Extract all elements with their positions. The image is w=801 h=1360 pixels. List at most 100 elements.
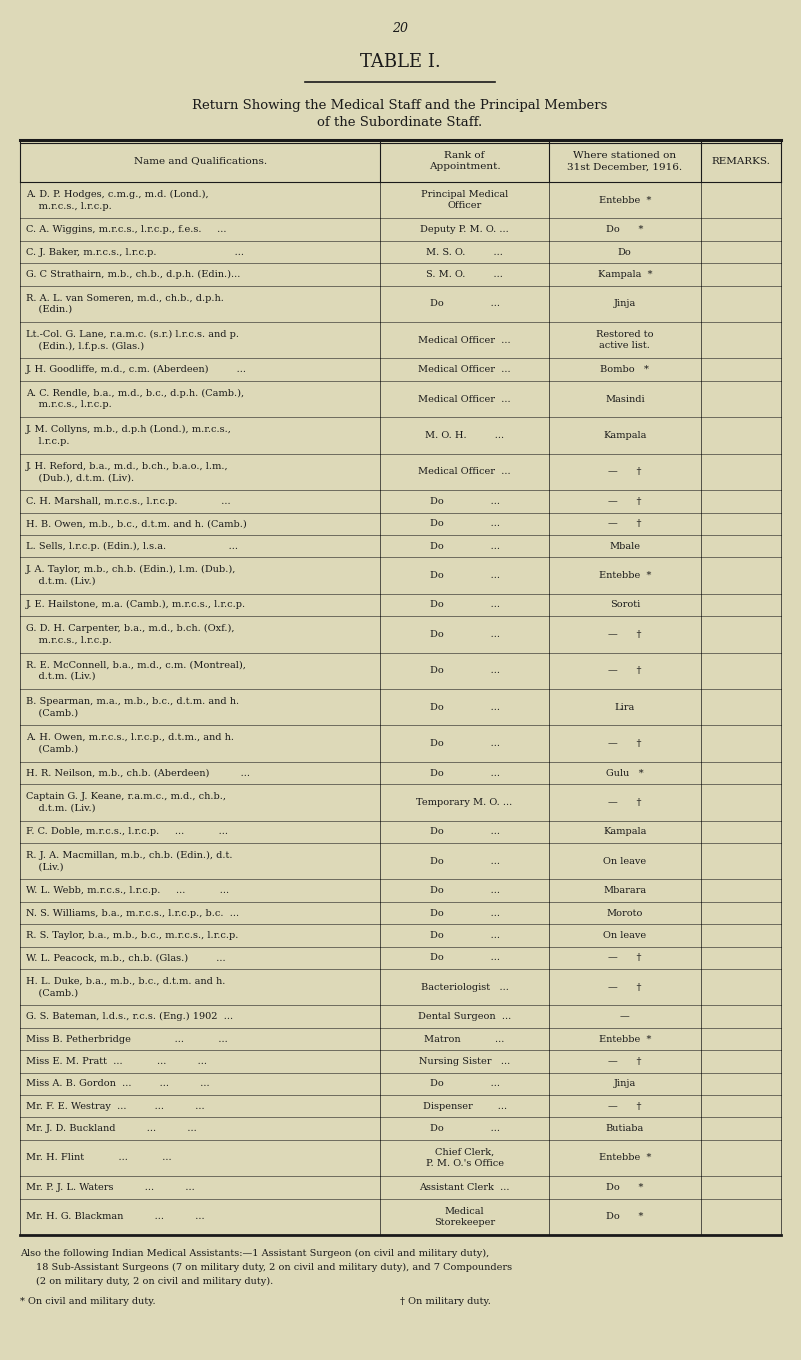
Text: Soroti: Soroti <box>610 600 640 609</box>
Text: J. H. Reford, b.a., m.d., b.ch., b.a.o., l.m.,
    (Dub.), d.t.m. (Liv).: J. H. Reford, b.a., m.d., b.ch., b.a.o.,… <box>26 461 228 483</box>
Text: Do               ...: Do ... <box>429 768 500 778</box>
Text: R. S. Taylor, b.a., m.b., b.c., m.r.c.s., l.r.c.p.: R. S. Taylor, b.a., m.b., b.c., m.r.c.s.… <box>26 932 239 940</box>
Text: —      †: — † <box>608 738 642 748</box>
Text: Nursing Sister   ...: Nursing Sister ... <box>419 1057 510 1066</box>
Text: M. O. H.         ...: M. O. H. ... <box>425 431 504 441</box>
Text: Do               ...: Do ... <box>429 666 500 676</box>
Text: —: — <box>620 1012 630 1021</box>
Text: Do               ...: Do ... <box>429 496 500 506</box>
Text: Entebbe  *: Entebbe * <box>598 1153 651 1163</box>
Text: —      †: — † <box>608 496 642 506</box>
Text: —      †: — † <box>608 798 642 806</box>
Text: Do               ...: Do ... <box>429 571 500 579</box>
Text: —      †: — † <box>608 983 642 991</box>
Text: —      †: — † <box>608 630 642 639</box>
Text: C. A. Wiggins, m.r.c.s., l.r.c.p., f.e.s.     ...: C. A. Wiggins, m.r.c.s., l.r.c.p., f.e.s… <box>26 226 227 234</box>
Text: C. H. Marshall, m.r.c.s., l.r.c.p.              ...: C. H. Marshall, m.r.c.s., l.r.c.p. ... <box>26 496 231 506</box>
Text: H. B. Owen, m.b., b.c., d.t.m. and h. (Camb.): H. B. Owen, m.b., b.c., d.t.m. and h. (C… <box>26 520 247 528</box>
Text: Name and Qualifications.: Name and Qualifications. <box>134 156 267 166</box>
Text: Medical Officer  ...: Medical Officer ... <box>418 364 511 374</box>
Text: Restored to
active list.: Restored to active list. <box>596 330 654 351</box>
Text: Do      *: Do * <box>606 1212 643 1221</box>
Text: Do               ...: Do ... <box>429 630 500 639</box>
Text: Entebbe  *: Entebbe * <box>598 196 651 205</box>
Text: Do      *: Do * <box>606 226 643 234</box>
Text: R. E. McConnell, b.a., m.d., c.m. (Montreal),
    d.t.m. (Liv.): R. E. McConnell, b.a., m.d., c.m. (Montr… <box>26 661 246 681</box>
Text: Also the following Indian Medical Assistants:—1 Assistant Surgeon (on civil and : Also the following Indian Medical Assist… <box>20 1248 489 1258</box>
Text: —      †: — † <box>608 1057 642 1066</box>
Text: Do               ...: Do ... <box>429 299 500 309</box>
Text: Do               ...: Do ... <box>429 600 500 609</box>
Text: (2 on military duty, 2 on civil and military duty).: (2 on military duty, 2 on civil and mili… <box>36 1277 273 1287</box>
Text: Do               ...: Do ... <box>429 520 500 528</box>
Text: Jinja: Jinja <box>614 299 636 309</box>
Text: G. C Strathairn, m.b., ch.b., d.p.h. (Edin.)...: G. C Strathairn, m.b., ch.b., d.p.h. (Ed… <box>26 269 240 279</box>
Text: S. M. O.         ...: S. M. O. ... <box>426 269 503 279</box>
Text: Bacteriologist   ...: Bacteriologist ... <box>421 983 509 991</box>
Text: Moroto: Moroto <box>606 908 643 918</box>
Text: —      †: — † <box>608 520 642 528</box>
Text: Do               ...: Do ... <box>429 827 500 836</box>
Text: A. C. Rendle, b.a., m.d., b.c., d.p.h. (Camb.),
    m.r.c.s., l.r.c.p.: A. C. Rendle, b.a., m.d., b.c., d.p.h. (… <box>26 389 244 409</box>
Text: Do               ...: Do ... <box>429 703 500 711</box>
Text: Chief Clerk,
P. M. O.'s Office: Chief Clerk, P. M. O.'s Office <box>425 1148 504 1168</box>
Text: G. S. Bateman, l.d.s., r.c.s. (Eng.) 1902  ...: G. S. Bateman, l.d.s., r.c.s. (Eng.) 190… <box>26 1012 233 1021</box>
Text: TABLE I.: TABLE I. <box>360 53 441 71</box>
Text: J. A. Taylor, m.b., ch.b. (Edin.), l.m. (Dub.),
    d.t.m. (Liv.): J. A. Taylor, m.b., ch.b. (Edin.), l.m. … <box>26 566 236 586</box>
Text: Mr. P. J. L. Waters          ...          ...: Mr. P. J. L. Waters ... ... <box>26 1183 195 1191</box>
Text: Captain G. J. Keane, r.a.m.c., m.d., ch.b.,
    d.t.m. (Liv.): Captain G. J. Keane, r.a.m.c., m.d., ch.… <box>26 793 226 813</box>
Text: Entebbe  *: Entebbe * <box>598 1035 651 1043</box>
Text: Butiaba: Butiaba <box>606 1125 644 1133</box>
Text: Gulu   *: Gulu * <box>606 768 643 778</box>
Text: Medical Officer  ...: Medical Officer ... <box>418 394 511 404</box>
Text: Miss A. B. Gordon  ...         ...          ...: Miss A. B. Gordon ... ... ... <box>26 1080 210 1088</box>
Text: G. D. H. Carpenter, b.a., m.d., b.ch. (Oxf.),
    m.r.c.s., l.r.c.p.: G. D. H. Carpenter, b.a., m.d., b.ch. (O… <box>26 624 235 645</box>
Text: C. J. Baker, m.r.c.s., l.r.c.p.                         ...: C. J. Baker, m.r.c.s., l.r.c.p. ... <box>26 248 244 257</box>
Text: Return Showing the Medical Staff and the Principal Members: Return Showing the Medical Staff and the… <box>192 98 608 112</box>
Text: Mbarara: Mbarara <box>603 887 646 895</box>
Text: A. H. Owen, m.r.c.s., l.r.c.p., d.t.m., and h.
    (Camb.): A. H. Owen, m.r.c.s., l.r.c.p., d.t.m., … <box>26 733 234 753</box>
Text: Dispenser        ...: Dispenser ... <box>422 1102 507 1111</box>
Text: Do               ...: Do ... <box>429 887 500 895</box>
Text: Kampala  *: Kampala * <box>598 269 652 279</box>
Text: N. S. Williams, b.a., m.r.c.s., l.r.c.p., b.c.  ...: N. S. Williams, b.a., m.r.c.s., l.r.c.p.… <box>26 908 239 918</box>
Text: J. E. Hailstone, m.a. (Camb.), m.r.c.s., l.r.c.p.: J. E. Hailstone, m.a. (Camb.), m.r.c.s.,… <box>26 600 246 609</box>
Text: Do               ...: Do ... <box>429 541 500 551</box>
Text: Medical Officer  ...: Medical Officer ... <box>418 468 511 476</box>
Text: Temporary M. O. ...: Temporary M. O. ... <box>417 798 513 806</box>
Text: H. R. Neilson, m.b., ch.b. (Aberdeen)          ...: H. R. Neilson, m.b., ch.b. (Aberdeen) ..… <box>26 768 250 778</box>
Text: J. M. Collyns, m.b., d.p.h (Lond.), m.r.c.s.,
    l.r.c.p.: J. M. Collyns, m.b., d.p.h (Lond.), m.r.… <box>26 426 232 446</box>
Text: H. L. Duke, b.a., m.b., b.c., d.t.m. and h.
    (Camb.): H. L. Duke, b.a., m.b., b.c., d.t.m. and… <box>26 976 225 997</box>
Text: —      †: — † <box>608 468 642 476</box>
Text: Masindi: Masindi <box>605 394 645 404</box>
Text: R. J. A. Macmillan, m.b., ch.b. (Edin.), d.t.
    (Liv.): R. J. A. Macmillan, m.b., ch.b. (Edin.),… <box>26 851 232 872</box>
Text: Lt.-Col. G. Lane, r.a.m.c. (s.r.) l.r.c.s. and p.
    (Edin.), l.f.p.s. (Glas.): Lt.-Col. G. Lane, r.a.m.c. (s.r.) l.r.c.… <box>26 330 239 351</box>
Text: 18 Sub-Assistant Surgeons (7 on military duty, 2 on civil and military duty), an: 18 Sub-Assistant Surgeons (7 on military… <box>36 1263 512 1272</box>
Text: Mr. F. E. Westray  ...         ...          ...: Mr. F. E. Westray ... ... ... <box>26 1102 204 1111</box>
Text: J. H. Goodliffe, m.d., c.m. (Aberdeen)         ...: J. H. Goodliffe, m.d., c.m. (Aberdeen) .… <box>26 364 247 374</box>
Text: —      †: — † <box>608 1102 642 1111</box>
Text: Deputy P. M. O. ...: Deputy P. M. O. ... <box>421 226 509 234</box>
Text: Do               ...: Do ... <box>429 738 500 748</box>
Text: —      †: — † <box>608 666 642 676</box>
Text: Lira: Lira <box>614 703 635 711</box>
Text: Kampala: Kampala <box>603 431 646 441</box>
Text: M. S. O.         ...: M. S. O. ... <box>426 248 503 257</box>
Text: Do               ...: Do ... <box>429 1080 500 1088</box>
Text: Bombo   *: Bombo * <box>600 364 650 374</box>
Text: A. D. P. Hodges, c.m.g., m.d. (Lond.),
    m.r.c.s., l.r.c.p.: A. D. P. Hodges, c.m.g., m.d. (Lond.), m… <box>26 190 208 211</box>
Text: B. Spearman, m.a., m.b., b.c., d.t.m. and h.
    (Camb.): B. Spearman, m.a., m.b., b.c., d.t.m. an… <box>26 696 239 718</box>
Text: Do      *: Do * <box>606 1183 643 1191</box>
Text: Dental Surgeon  ...: Dental Surgeon ... <box>418 1012 511 1021</box>
Text: Mr. H. Flint           ...           ...: Mr. H. Flint ... ... <box>26 1153 171 1163</box>
Text: Where stationed on
31st December, 1916.: Where stationed on 31st December, 1916. <box>567 151 682 171</box>
Text: of the Subordinate Staff.: of the Subordinate Staff. <box>317 116 483 128</box>
Text: Miss E. M. Pratt  ...           ...          ...: Miss E. M. Pratt ... ... ... <box>26 1057 207 1066</box>
Text: Entebbe  *: Entebbe * <box>598 571 651 579</box>
Text: W. L. Peacock, m.b., ch.b. (Glas.)         ...: W. L. Peacock, m.b., ch.b. (Glas.) ... <box>26 953 226 963</box>
Text: * On civil and military duty.: * On civil and military duty. <box>20 1297 155 1306</box>
Text: On leave: On leave <box>603 932 646 940</box>
Text: Do               ...: Do ... <box>429 857 500 866</box>
Text: Do               ...: Do ... <box>429 908 500 918</box>
Text: Matron           ...: Matron ... <box>425 1035 505 1043</box>
